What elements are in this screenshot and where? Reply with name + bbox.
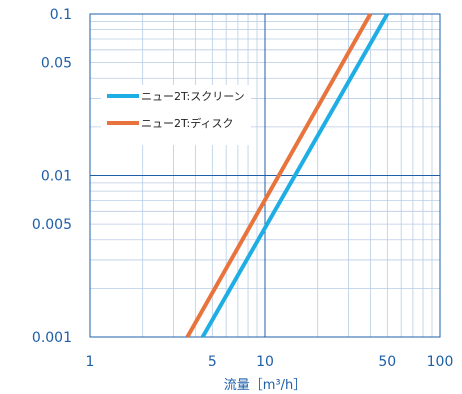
series-line-1 [200,13,390,338]
major-grid [90,14,440,337]
y-tick-label: 0.1 [50,7,72,23]
x-axis-label: 流量［m³/h］ [224,378,307,393]
x-tick-label: 50 [378,354,396,370]
series-layer [185,13,390,338]
y-tick-labels: 0.1 0.05 0.01 0.005 0.001 [32,7,72,346]
y-tick-label: 0.01 [41,169,72,185]
legend-label-1: ニュー2T:スクリーン [141,90,245,103]
y-tick-label: 0.001 [32,330,72,346]
x-tick-label: 1 [86,354,95,370]
legend-label-2: ニュー2T:ディスク [141,116,233,130]
y-tick-label: 0.05 [41,56,72,72]
series-line-2 [185,13,373,338]
x-tick-labels: 1 5 10 50 100 [86,354,454,370]
x-tick-label: 100 [427,354,454,370]
x-tick-label: 5 [208,354,217,370]
plot-area-frame [89,13,441,338]
y-tick-label: 0.005 [32,217,72,233]
x-tick-label: 10 [256,354,274,370]
